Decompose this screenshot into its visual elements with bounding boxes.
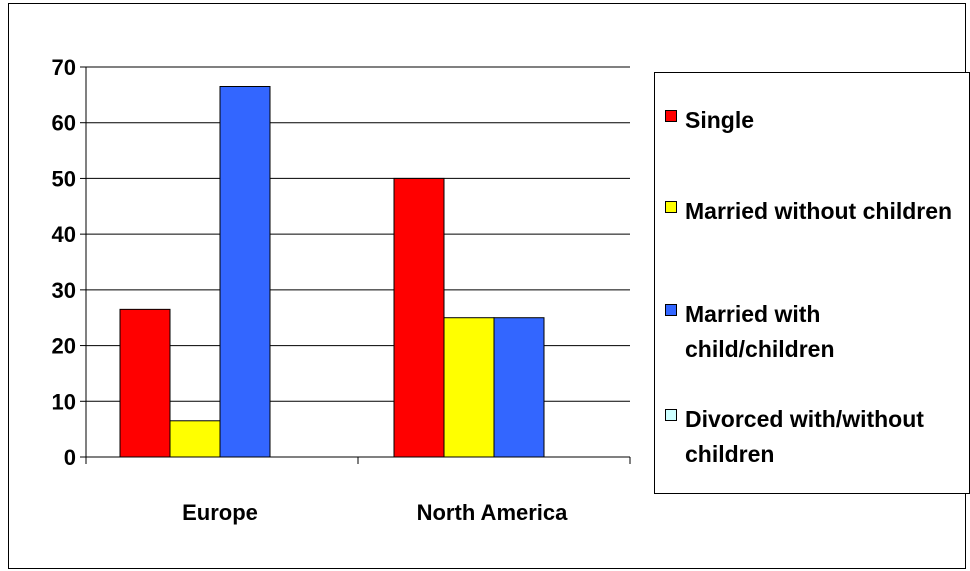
category-labels: Europe North America [182, 500, 568, 525]
y-tick-label: 30 [52, 278, 76, 303]
bar-europe-0 [119, 308, 171, 458]
legend: Single Married without children Married … [654, 72, 970, 494]
y-tick-label: 50 [52, 166, 76, 191]
y-tick-label: 40 [52, 222, 76, 247]
legend-swatch-divorced [665, 409, 677, 421]
y-tick-labels: 0 10 20 30 40 50 60 70 [52, 55, 76, 470]
y-tick-label: 10 [52, 389, 76, 414]
legend-swatch-single [665, 110, 677, 122]
bar-europe-1 [169, 420, 221, 458]
bar-north-america-2 [493, 317, 545, 458]
category-label: North America [417, 500, 569, 525]
y-tick-label: 60 [52, 111, 76, 136]
y-tick-label: 0 [64, 445, 76, 470]
legend-label-married-with-children: Married with child/children [685, 301, 835, 362]
legend-label-divorced: Divorced with/without children [685, 406, 924, 467]
y-tick-label: 20 [52, 334, 76, 359]
category-label: Europe [182, 500, 258, 525]
axes [80, 66, 631, 464]
y-tick-label: 70 [52, 55, 76, 80]
bar-north-america-1 [443, 317, 495, 458]
legend-label-married-without-children: Married without children [685, 198, 953, 224]
legend-label-single: Single [685, 107, 755, 133]
bar-europe-2 [219, 86, 271, 458]
bar-north-america-0 [393, 177, 445, 458]
legend-swatch-married-without-children [665, 201, 677, 213]
legend-swatch-married-with-children [665, 304, 677, 316]
